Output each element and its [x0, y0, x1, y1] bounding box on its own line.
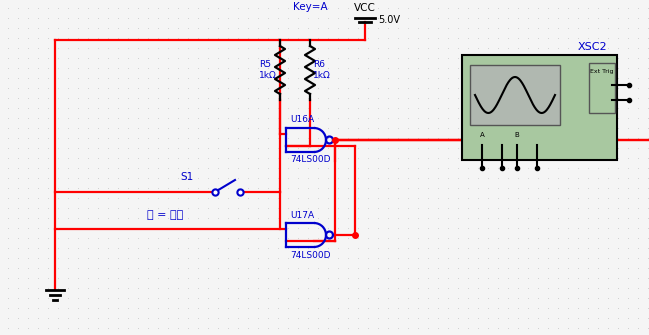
- Text: U17A: U17A: [290, 210, 314, 219]
- Bar: [589, 63, 615, 113]
- Text: VCC: VCC: [354, 3, 376, 13]
- Text: XSC2: XSC2: [578, 42, 607, 52]
- Text: 键 = 空格: 键 = 空格: [147, 210, 183, 220]
- Text: R5
1kΩ: R5 1kΩ: [259, 60, 277, 80]
- Text: A: A: [480, 132, 484, 138]
- Text: S1: S1: [180, 172, 193, 182]
- Text: Ext Trig: Ext Trig: [590, 68, 614, 73]
- Text: R6
1kΩ: R6 1kΩ: [313, 60, 331, 80]
- Text: U16A: U16A: [290, 116, 314, 125]
- Text: B: B: [515, 132, 519, 138]
- Text: 5.0V: 5.0V: [378, 15, 400, 25]
- Bar: [470, 65, 560, 125]
- Text: Key=A: Key=A: [293, 2, 327, 12]
- Text: 74LS00D: 74LS00D: [290, 155, 330, 164]
- Bar: [462, 55, 617, 160]
- Text: 74LS00D: 74LS00D: [290, 251, 330, 260]
